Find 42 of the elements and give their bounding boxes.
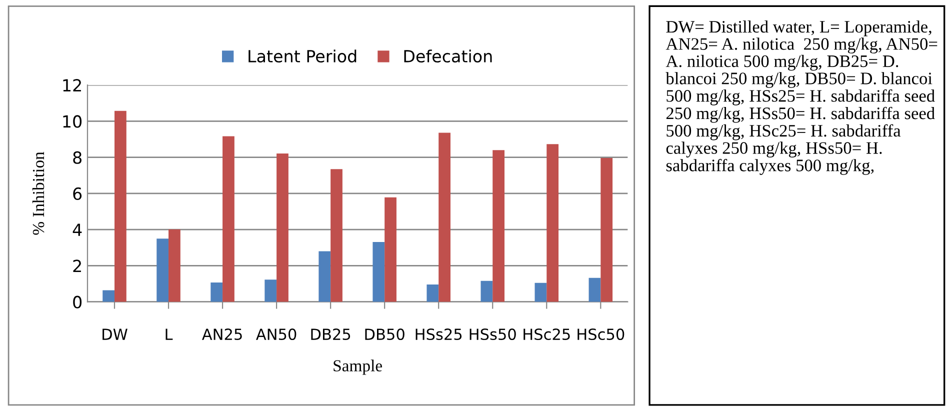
x-tick-label: HSc25 bbox=[524, 328, 570, 340]
y-tick-label: 4 bbox=[72, 224, 82, 236]
bar bbox=[156, 238, 169, 302]
x-tick-label: AN25 bbox=[202, 328, 242, 340]
y-tick-label: 12 bbox=[63, 79, 81, 92]
bar bbox=[276, 154, 288, 302]
bar bbox=[546, 144, 559, 302]
bar bbox=[426, 284, 439, 302]
bar bbox=[384, 197, 396, 302]
x-tick-label: HSc50 bbox=[578, 328, 624, 340]
bar bbox=[480, 280, 493, 302]
x-tick-label: L bbox=[166, 328, 173, 340]
y-tick-label: 8 bbox=[73, 151, 82, 164]
legend-label: Defecation bbox=[404, 50, 492, 63]
x-tick-label: DW bbox=[102, 328, 128, 340]
y-axis-title: % Inhibition bbox=[32, 152, 44, 235]
bar bbox=[318, 251, 331, 302]
bar bbox=[588, 278, 601, 302]
bar bbox=[372, 242, 385, 302]
bar bbox=[534, 282, 547, 302]
bar bbox=[600, 158, 613, 302]
y-tick-label: 0 bbox=[73, 296, 82, 308]
x-tick-label: DB25 bbox=[311, 328, 350, 340]
y-tick-label: 6 bbox=[73, 187, 82, 200]
bar bbox=[264, 280, 277, 302]
bar bbox=[330, 169, 342, 302]
bar bbox=[210, 282, 223, 302]
bar bbox=[492, 150, 504, 302]
x-tick-label: DB50 bbox=[365, 328, 404, 340]
x-tick-label: HSs50 bbox=[470, 328, 516, 340]
bar bbox=[168, 229, 180, 302]
text: DW= Distilled water, L= Loperamide, AN25= A. nilotica 250 mg/kg, AN50= A. nilotica 500 mg/kg, DB25= D. blancoi 250 mg/kg, DB50= D. blancoi 500 mg/kg, HSs25= H. sabdariffa seed 250 mg/kg, HSs50= H. sabdariffa seed 500 mg/kg, HSc25= H. sabdariffa calyxes 250 mg/kg, HSs50= H. sabdariffa calyxes 500 mg/kg, bbox=[666, 20, 938, 175]
y-tick-label: 2 bbox=[73, 260, 81, 272]
x-tick-label: AN50 bbox=[256, 328, 296, 340]
bar bbox=[114, 110, 126, 302]
x-tick-label: HSs25 bbox=[416, 328, 462, 340]
x-axis-title: Sample bbox=[334, 360, 382, 375]
legend-label: Latent Period bbox=[248, 50, 356, 63]
bar bbox=[438, 132, 450, 302]
y-tick-label: 10 bbox=[63, 115, 82, 128]
bar bbox=[222, 136, 234, 302]
bar bbox=[102, 290, 114, 302]
